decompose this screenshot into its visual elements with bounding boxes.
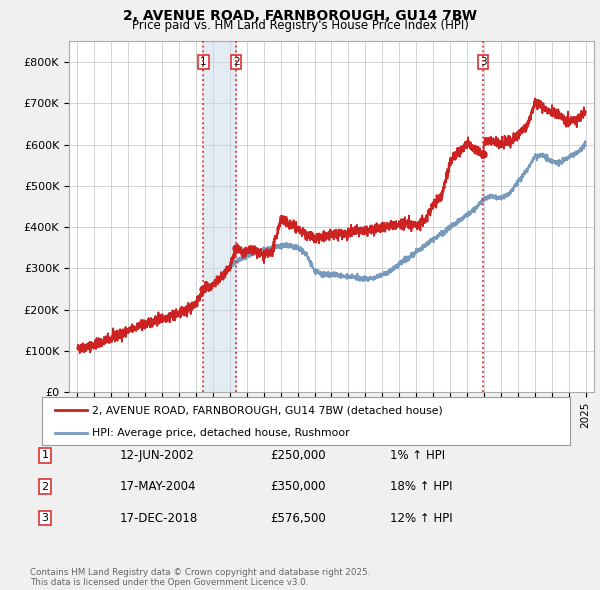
Bar <box>203 41 236 392</box>
Text: 2, AVENUE ROAD, FARNBOROUGH, GU14 7BW: 2, AVENUE ROAD, FARNBOROUGH, GU14 7BW <box>123 9 477 23</box>
Text: Price paid vs. HM Land Registry's House Price Index (HPI): Price paid vs. HM Land Registry's House … <box>131 19 469 32</box>
Text: 12-JUN-2002: 12-JUN-2002 <box>120 449 195 462</box>
Text: 1: 1 <box>41 451 49 460</box>
Text: HPI: Average price, detached house, Rushmoor: HPI: Average price, detached house, Rush… <box>92 428 350 438</box>
Text: £576,500: £576,500 <box>270 512 326 525</box>
Text: 1% ↑ HPI: 1% ↑ HPI <box>390 449 445 462</box>
Text: 2: 2 <box>233 57 239 67</box>
Text: 2, AVENUE ROAD, FARNBOROUGH, GU14 7BW (detached house): 2, AVENUE ROAD, FARNBOROUGH, GU14 7BW (d… <box>92 405 443 415</box>
Text: 17-DEC-2018: 17-DEC-2018 <box>120 512 198 525</box>
Text: 3: 3 <box>41 513 49 523</box>
Text: 12% ↑ HPI: 12% ↑ HPI <box>390 512 452 525</box>
Text: 17-MAY-2004: 17-MAY-2004 <box>120 480 197 493</box>
Text: 1: 1 <box>200 57 207 67</box>
Text: £250,000: £250,000 <box>270 449 326 462</box>
Text: 18% ↑ HPI: 18% ↑ HPI <box>390 480 452 493</box>
Text: Contains HM Land Registry data © Crown copyright and database right 2025.
This d: Contains HM Land Registry data © Crown c… <box>30 568 370 587</box>
Text: 3: 3 <box>480 57 487 67</box>
Text: £350,000: £350,000 <box>270 480 325 493</box>
Text: 2: 2 <box>41 482 49 491</box>
